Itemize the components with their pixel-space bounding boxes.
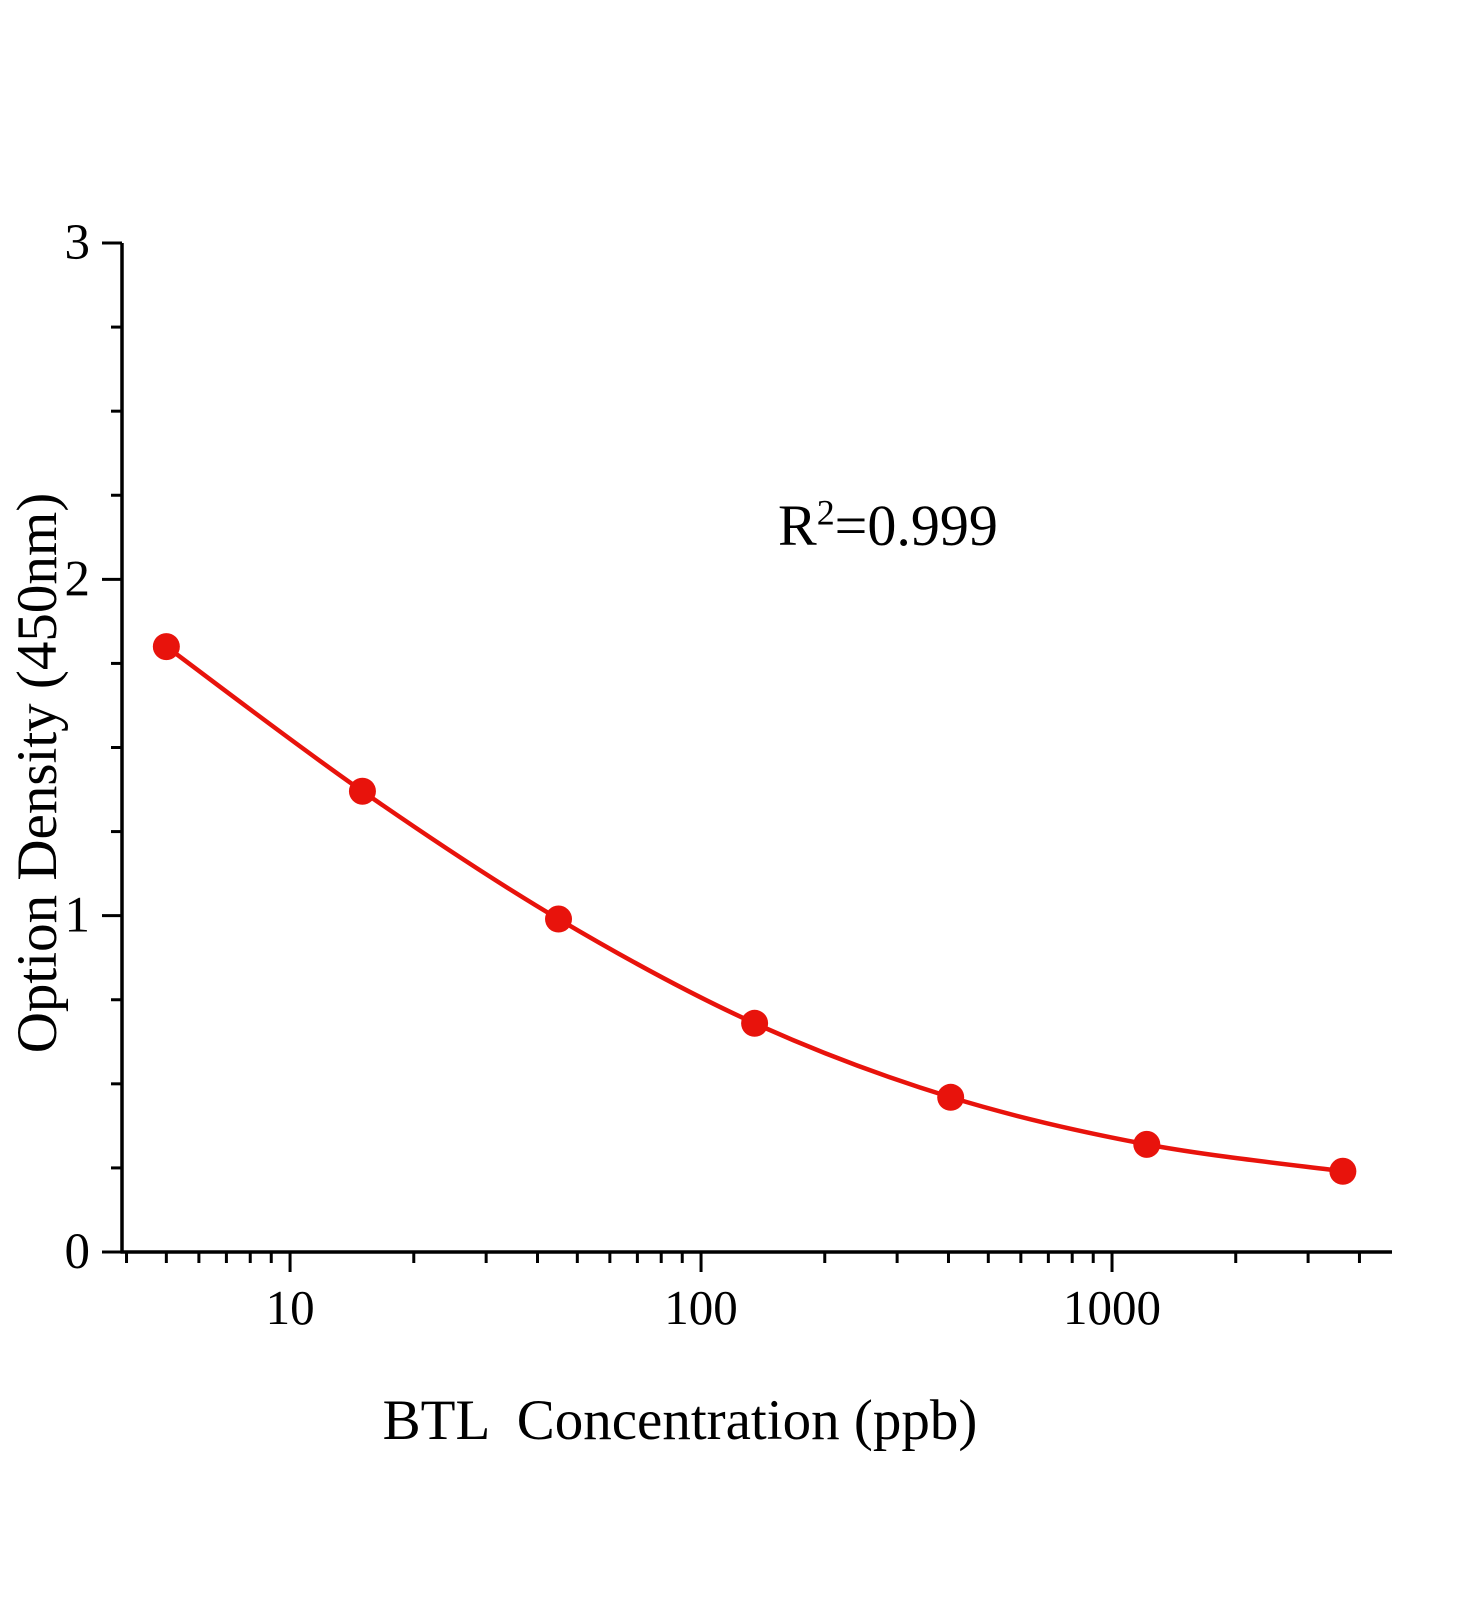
data-point: [1133, 1130, 1161, 1158]
r-squared-base: R: [778, 493, 817, 558]
x-tick-label: 10: [266, 1280, 315, 1335]
data-point: [937, 1083, 965, 1111]
y-tick-label: 2: [65, 551, 91, 607]
data-point: [1329, 1157, 1357, 1185]
x-tick-label: 100: [664, 1280, 738, 1335]
r-squared-exponent: 2: [816, 492, 835, 533]
x-axis-title: BTL Concentration (ppb): [382, 1389, 978, 1452]
data-point: [152, 633, 180, 661]
y-axis-title: Option Density (450nm): [6, 492, 69, 1054]
y-tick-label: 0: [65, 1224, 91, 1280]
data-point: [741, 1009, 769, 1037]
r-squared-value: =0.999: [834, 493, 998, 558]
data-point: [348, 777, 376, 805]
curve-path: [164, 644, 1346, 1174]
y-tick-label: 1: [65, 888, 91, 944]
y-tick-label: 3: [65, 215, 91, 271]
data-point: [545, 905, 573, 933]
x-tick-label: 1000: [1063, 1280, 1161, 1335]
r-squared-annotation: R2=0.999: [778, 492, 998, 559]
